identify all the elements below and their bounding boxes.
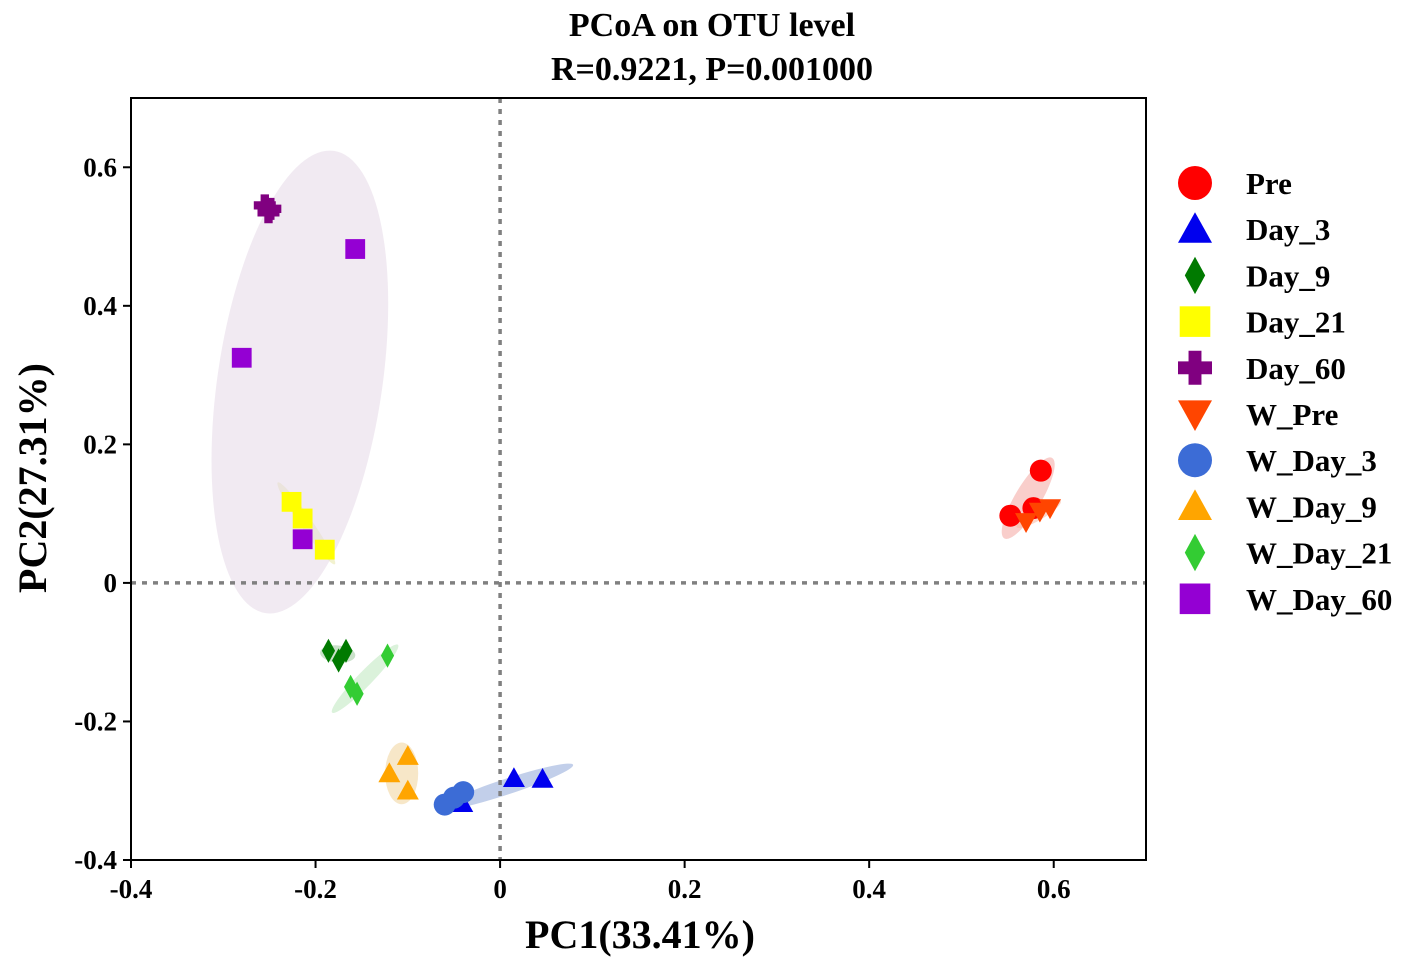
point-day_3-1 — [531, 767, 554, 788]
point-pre-1 — [1029, 459, 1052, 482]
point-w_day_21-1 — [350, 681, 364, 706]
x-tick-label: 0.6 — [1037, 874, 1071, 904]
legend-label-day_21: Day_21 — [1246, 305, 1346, 340]
legend-label-w_pre: W_Pre — [1246, 397, 1338, 432]
point-day_21-2 — [314, 539, 335, 560]
legend-marker-w_day_3 — [1178, 443, 1212, 478]
y-tick-label: -0.2 — [74, 706, 117, 736]
legend-marker-w_day_9 — [1178, 489, 1212, 520]
legend-label-day_60: Day_60 — [1246, 351, 1346, 386]
legend-marker-w_day_21 — [1184, 533, 1206, 572]
y-tick-label: -0.4 — [74, 845, 117, 875]
legend-marker-pre — [1178, 166, 1212, 200]
x-tick-label: 0.4 — [852, 874, 886, 904]
legend-label-w_day_60: W_Day_60 — [1246, 582, 1392, 617]
point-pre-0 — [999, 504, 1022, 527]
legend: Pre Day_3 Day_9 Day_21 Day_60 W_Pre W_Day_3 W_D… — [1178, 166, 1392, 617]
point-w_day_60-1 — [345, 239, 366, 259]
y-tick-label: 0.4 — [83, 291, 117, 321]
legend-label-w_day_9: W_Day_9 — [1246, 489, 1377, 524]
point-day_3-0 — [502, 767, 525, 788]
point-w_day_21-2 — [380, 643, 395, 668]
x-tick-label: -0.4 — [110, 874, 153, 904]
legend-marker-day_60 — [1178, 350, 1212, 385]
y-tick-label: 0.2 — [83, 429, 117, 459]
point-w_day_9-0 — [378, 762, 401, 783]
y-axis-label: PC2(27.31%) — [10, 363, 55, 593]
data-points — [231, 194, 1062, 816]
x-axis-ticks: -0.4 -0.2 0 0.2 0.4 0.6 — [110, 860, 1071, 904]
point-w_pre-2 — [1039, 499, 1062, 520]
x-tick-label: 0 — [493, 874, 507, 904]
y-axis-ticks: -0.4 -0.2 0 0.2 0.4 0.6 — [74, 152, 131, 875]
legend-marker-day_3 — [1178, 212, 1212, 243]
legend-marker-w_pre — [1178, 400, 1212, 431]
x-tick-label: -0.2 — [294, 874, 337, 904]
x-axis-label: PC1(33.41%) — [525, 912, 755, 957]
point-day_21-1 — [292, 508, 313, 529]
group-ellipses — [211, 150, 1061, 812]
point-day_9-2 — [332, 648, 346, 673]
x-tick-label: 0.2 — [668, 874, 702, 904]
point-w_day_9-1 — [396, 745, 419, 765]
group-ellipse-w_day_60 — [211, 150, 389, 614]
point-w_day_60-0 — [231, 347, 252, 368]
group-ellipse-pre — [1001, 457, 1055, 539]
y-tick-label: 0 — [104, 568, 118, 598]
legend-label-day_9: Day_9 — [1246, 258, 1330, 293]
chart-subtitle: R=0.9221, P=0.001000 — [551, 51, 873, 88]
legend-label-w_day_21: W_Day_21 — [1246, 536, 1392, 571]
point-w_day_9-2 — [396, 779, 419, 800]
point-w_day_3-2 — [452, 781, 475, 804]
legend-marker-day_9 — [1184, 256, 1206, 295]
plot-frame — [130, 97, 1147, 861]
point-day_60-2 — [259, 197, 282, 220]
legend-label-w_day_3: W_Day_3 — [1246, 443, 1377, 478]
reference-lines — [131, 98, 1146, 860]
legend-label-pre: Pre — [1246, 166, 1292, 201]
group-ellipse-w_day_21 — [331, 644, 399, 714]
point-day_9-1 — [339, 638, 353, 663]
point-w_pre-0 — [1015, 513, 1038, 533]
legend-marker-w_day_60 — [1179, 583, 1211, 615]
point-day_21-0 — [281, 491, 302, 512]
y-tick-label: 0.6 — [83, 152, 117, 182]
point-day_9-0 — [321, 638, 336, 663]
legend-label-day_3: Day_3 — [1246, 212, 1330, 247]
legend-marker-day_21 — [1179, 306, 1211, 337]
chart-title: PCoA on OTU level — [569, 7, 855, 44]
point-w_day_60-2 — [292, 529, 313, 550]
